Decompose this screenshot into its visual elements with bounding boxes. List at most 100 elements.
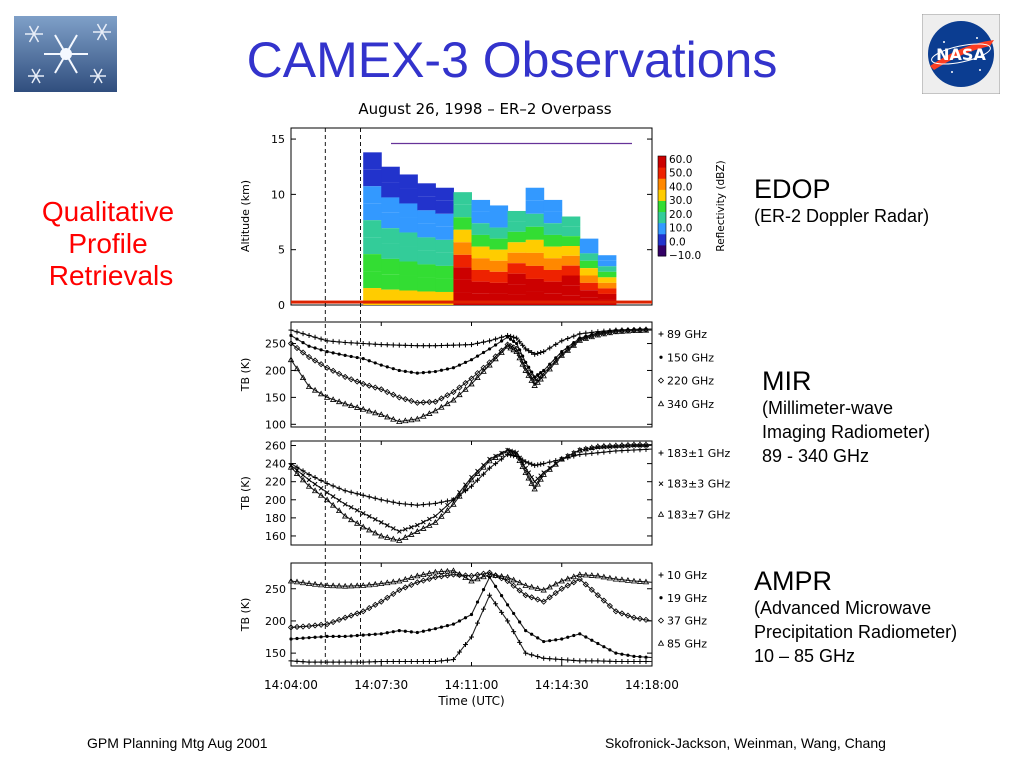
triangle-marker: [372, 529, 379, 536]
reflectivity-cell: [399, 261, 418, 276]
x-marker: [312, 481, 318, 487]
triangle-marker: [426, 569, 433, 576]
colorbar-swatch: [658, 244, 666, 257]
triangle-marker: [402, 534, 409, 540]
diamond-marker: [348, 612, 355, 619]
series-line: [290, 572, 653, 628]
triangle-marker: [317, 581, 325, 588]
star-marker: [421, 629, 425, 633]
triangle-marker: [576, 446, 583, 453]
star-marker: [367, 359, 371, 363]
triangle-marker: [354, 404, 361, 410]
diamond-marker: [408, 397, 415, 405]
reflectivity-cell: [381, 258, 400, 275]
reflectivity-cell: [543, 293, 563, 305]
triangle-marker: [299, 374, 307, 381]
reflectivity-cell: [525, 213, 545, 227]
star-marker: [457, 619, 462, 623]
star-marker: [487, 575, 492, 579]
nasa-logo-text: NASA: [936, 45, 986, 64]
triangle-marker: [293, 470, 301, 476]
star-marker: [373, 361, 377, 365]
diamond-marker: [287, 340, 295, 347]
reflectivity-cell: [543, 234, 563, 247]
triangle-marker: [657, 400, 665, 407]
reflectivity-cell: [363, 203, 382, 221]
star-marker: [337, 352, 341, 356]
x-marker: [360, 510, 366, 516]
colorbar-swatch: [658, 189, 666, 201]
triangle-marker: [507, 448, 514, 455]
reflectivity-cell: [543, 199, 563, 212]
reflectivity-cell: [579, 246, 599, 254]
colorbar-label: Reflectivity (dBZ): [715, 160, 727, 251]
diamond-marker: [378, 386, 385, 393]
reflectivity-cell: [561, 226, 581, 237]
triangle-marker: [540, 471, 547, 477]
triangle-marker: [564, 575, 571, 582]
triangle-marker: [335, 507, 343, 514]
reflectivity-cell: [363, 169, 382, 187]
reflectivity-cell: [579, 253, 599, 261]
star-marker: [403, 629, 407, 633]
instrument-line: 89 - 340 GHz: [762, 446, 870, 466]
triangle-marker: [513, 348, 520, 355]
x-marker: [396, 529, 402, 534]
reflectivity-cell: [561, 236, 581, 246]
diamond-marker: [330, 367, 337, 374]
star-marker: [584, 635, 588, 639]
reflectivity-cell: [579, 260, 599, 269]
reflectivity-cell: [489, 260, 509, 272]
reflectivity-cell: [561, 275, 581, 286]
triangle-marker: [594, 443, 602, 449]
y-tick-label: 100: [265, 418, 286, 431]
triangle-marker: [492, 454, 499, 460]
triangle-marker: [426, 522, 433, 528]
diamond-marker: [432, 398, 439, 405]
x-marker: [390, 526, 396, 531]
diamond-marker: [510, 582, 517, 589]
triangle-marker: [558, 455, 565, 462]
star-marker: [397, 368, 401, 373]
diamond-marker: [657, 377, 665, 384]
colorbar-swatch: [658, 233, 666, 246]
star-marker: [602, 645, 606, 649]
triangle-marker: [594, 572, 602, 579]
reflectivity-colorbar: 60.0 50.040.0 30.0 20.0 10.00.0 −10.0 Reflecti…: [657, 154, 727, 262]
star-marker: [313, 635, 317, 639]
triangle-marker: [558, 352, 565, 358]
star-marker: [530, 632, 534, 636]
diamond-marker: [606, 602, 613, 609]
triangle-marker: [299, 579, 307, 586]
star-marker: [361, 357, 365, 361]
star-marker: [620, 652, 624, 656]
x-marker: [402, 526, 408, 532]
reflectivity-cell: [525, 239, 545, 253]
diamond-marker: [444, 572, 451, 579]
triangle-marker: [287, 356, 295, 363]
triangle-marker: [534, 378, 541, 385]
y-tick-label: 260: [265, 440, 286, 453]
y-tick-label: 0: [278, 299, 285, 312]
triangle-marker: [378, 580, 385, 586]
triangle-marker: [438, 568, 445, 574]
colorbar-swatch: [658, 167, 666, 179]
triangle-marker: [480, 573, 487, 580]
triangle-marker: [396, 577, 403, 584]
triangle-marker: [636, 327, 644, 333]
reflectivity-cell: [561, 265, 581, 276]
colorbar-tick-label: 0.0: [669, 236, 686, 248]
triangle-marker: [528, 377, 535, 383]
y-axis-label: TB (K): [239, 476, 252, 511]
triangle-marker: [378, 411, 385, 418]
triangle-marker: [546, 466, 553, 472]
triangle-marker: [570, 342, 577, 348]
triangle-marker: [329, 396, 337, 402]
triangle-marker: [450, 396, 457, 403]
diamond-marker: [450, 388, 457, 396]
triangle-marker: [414, 528, 421, 534]
triangle-marker: [510, 576, 517, 583]
reflectivity-cell: [435, 213, 454, 227]
reflectivity-cell: [471, 293, 491, 305]
diamond-marker: [462, 379, 469, 387]
